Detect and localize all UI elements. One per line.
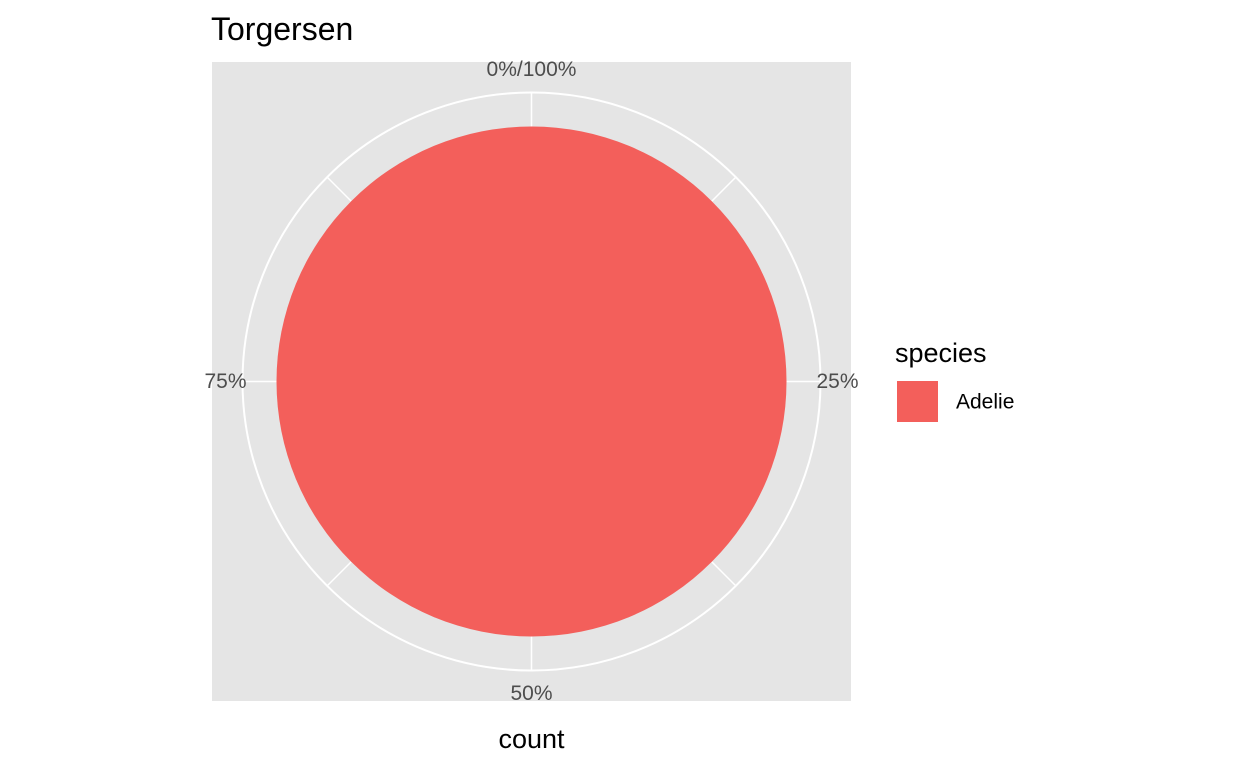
theta-tick-label: 0%/100% — [487, 58, 577, 81]
chart-title: Torgersen — [211, 11, 353, 47]
theta-tick-labels: 0%/100% 25% 50% 75% — [204, 58, 858, 705]
theta-tick-label: 50% — [510, 682, 552, 705]
pie-slice-adelie — [276, 126, 787, 637]
theta-tick-label: 25% — [817, 370, 859, 393]
x-axis-label: count — [498, 724, 565, 754]
pie-slices — [276, 126, 787, 637]
legend-key-adelie — [895, 379, 940, 424]
legend-label-adelie: Adelie — [956, 391, 1014, 414]
theta-tick-label: 75% — [204, 370, 246, 393]
legend-entries: Adelie — [895, 379, 1014, 424]
legend: species Adelie — [895, 338, 1014, 424]
legend-title: species — [895, 338, 987, 368]
